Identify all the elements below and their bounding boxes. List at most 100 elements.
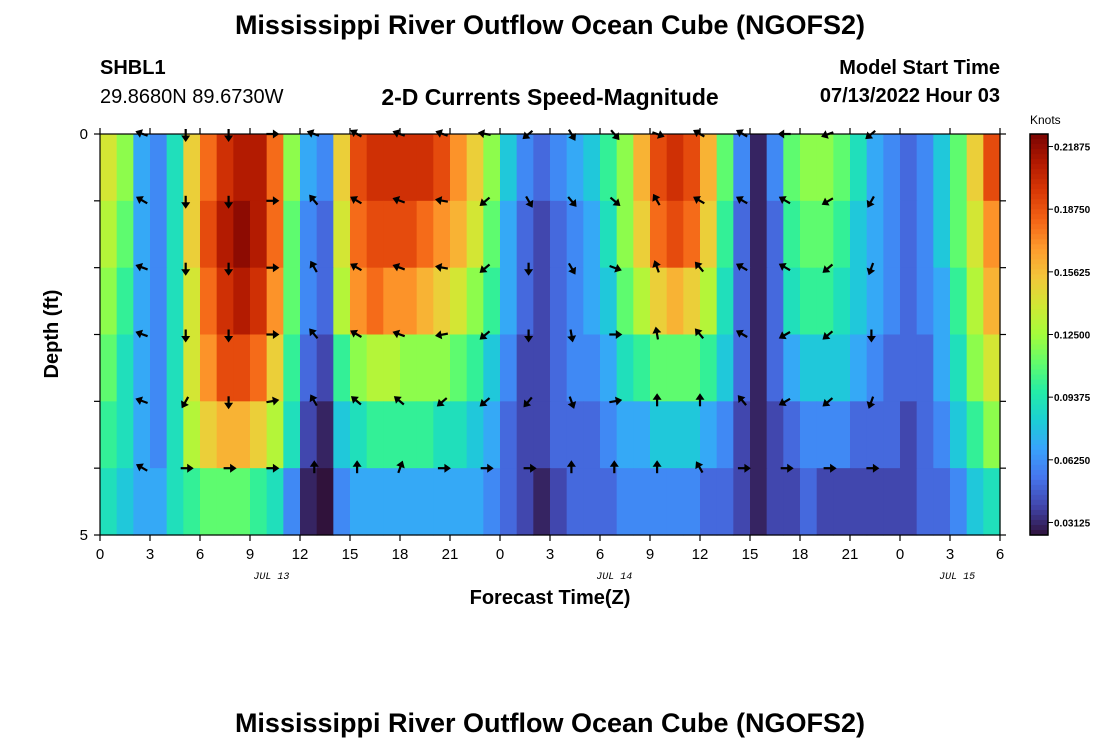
heatmap-cell <box>733 267 751 336</box>
colorbar-segment <box>1030 479 1048 486</box>
heatmap-cell <box>383 134 401 202</box>
heatmap-cell <box>350 401 368 469</box>
current-vector-arrow <box>695 393 705 407</box>
heatmap-cell <box>333 334 351 402</box>
heatmap-cell <box>633 468 651 536</box>
current-vector-arrow <box>393 396 405 406</box>
heatmap-cell <box>616 401 634 469</box>
current-vector-arrow <box>778 263 791 272</box>
x-tick-label: 0 <box>496 546 504 563</box>
colorbar-segment <box>1030 179 1048 185</box>
heatmap-cell <box>433 267 451 336</box>
heatmap-cell <box>150 468 168 536</box>
colorbar-segment <box>1030 224 1048 230</box>
heatmap-cell <box>150 334 168 402</box>
colorbar-segment <box>1030 269 1048 275</box>
current-vector-arrow <box>350 196 362 205</box>
heatmap-cell <box>416 401 434 469</box>
colorbar-tick-label: 0.21875 <box>1054 143 1091 154</box>
current-vector-arrow <box>737 463 751 473</box>
heatmap-cell <box>700 468 718 536</box>
chart-axes: 0 3 6 9 12 15 18 21 0 3 6 9 12 15 18 21 0 3 6 JUL 13 JUL 14 J… <box>80 126 1006 583</box>
heatmap-cell <box>683 468 701 536</box>
heatmap-cell <box>266 334 284 402</box>
colorbar-segment <box>1030 409 1048 416</box>
colorbar-segment <box>1030 504 1048 511</box>
colorbar-segment <box>1030 344 1048 351</box>
heatmap-cell <box>533 334 551 402</box>
heatmap-cell <box>216 267 234 336</box>
heatmap-cell <box>600 334 618 402</box>
colorbar-segment <box>1030 439 1048 446</box>
heatmap-cell <box>133 267 151 336</box>
heatmap-cell <box>866 468 884 536</box>
heatmap-cell <box>483 134 501 202</box>
heatmap-cell <box>683 401 701 469</box>
heatmap-cell <box>833 468 851 536</box>
heatmap-cell <box>950 267 968 336</box>
heatmap-cell <box>266 468 284 536</box>
heatmap-cell <box>516 401 534 469</box>
current-vector-arrow <box>181 195 191 209</box>
heatmap-cell <box>883 134 901 202</box>
heatmap-cell <box>833 134 851 202</box>
current-vector-arrow <box>693 196 705 205</box>
current-vector-arrow <box>866 463 880 473</box>
colorbar-segment <box>1030 309 1048 316</box>
heatmap-cell <box>733 468 751 536</box>
current-vector-arrow <box>567 329 577 343</box>
colorbar-segment <box>1030 254 1048 260</box>
colorbar-units-label: Knots <box>1030 113 1061 127</box>
heatmap-cell <box>866 267 884 336</box>
model-start-value: 07/13/2022 Hour 03 <box>819 85 1000 107</box>
current-vector-arrow <box>822 330 834 340</box>
heatmap-cell <box>666 200 684 269</box>
heatmap-cell <box>116 334 134 402</box>
heatmap-cell <box>700 401 718 469</box>
heatmap-cell <box>650 468 668 536</box>
heatmap-cell <box>400 134 418 202</box>
x-tick-label: 21 <box>842 546 859 563</box>
heatmap-cell <box>716 468 734 536</box>
current-vector-arrow <box>224 262 234 276</box>
current-vector-arrow <box>652 260 661 273</box>
x-tick-label: 18 <box>392 546 409 563</box>
chart-title: Mississippi River Outflow Ocean Cube (NG… <box>234 10 866 40</box>
heatmap-cell <box>916 134 934 202</box>
heatmap-cell <box>966 200 984 269</box>
heatmap-cell <box>516 334 534 402</box>
heatmap-cell <box>300 134 318 202</box>
heatmap-cell <box>316 134 334 202</box>
heatmap-cell <box>283 200 301 269</box>
heatmap-cell <box>600 267 618 336</box>
current-vector-arrow <box>436 397 448 407</box>
y-axis-title: Depth (ft) <box>41 290 63 379</box>
current-vector-arrow <box>567 196 577 207</box>
heatmap-cell <box>466 468 484 536</box>
heatmap-cell <box>116 401 134 469</box>
heatmap-cell <box>766 401 784 469</box>
heatmap-cell <box>900 401 918 469</box>
colorbar-segment <box>1030 444 1048 451</box>
heatmap-cell <box>866 401 884 469</box>
colorbar-segment <box>1030 204 1048 210</box>
heatmap-cell <box>183 200 201 269</box>
heatmap-cell <box>883 334 901 402</box>
current-vector-arrow <box>181 329 191 343</box>
x-tick-label: 6 <box>996 546 1004 563</box>
heatmap-cell <box>900 267 918 336</box>
heatmap-cell <box>716 267 734 336</box>
heatmap-cell <box>916 468 934 536</box>
y-tick-label: 5 <box>80 527 88 544</box>
colorbar-segment <box>1030 159 1048 165</box>
current-vector-arrow <box>524 329 534 343</box>
heatmap-cell <box>566 334 584 402</box>
heatmap-cell <box>700 334 718 402</box>
heatmap-cell <box>583 334 601 402</box>
heatmap-cell <box>133 134 151 202</box>
heatmap-cell <box>816 334 834 402</box>
heatmap-cell <box>816 200 834 269</box>
heatmap-cell <box>850 267 868 336</box>
heatmap-cell <box>850 134 868 202</box>
colorbar-segment <box>1030 349 1048 356</box>
